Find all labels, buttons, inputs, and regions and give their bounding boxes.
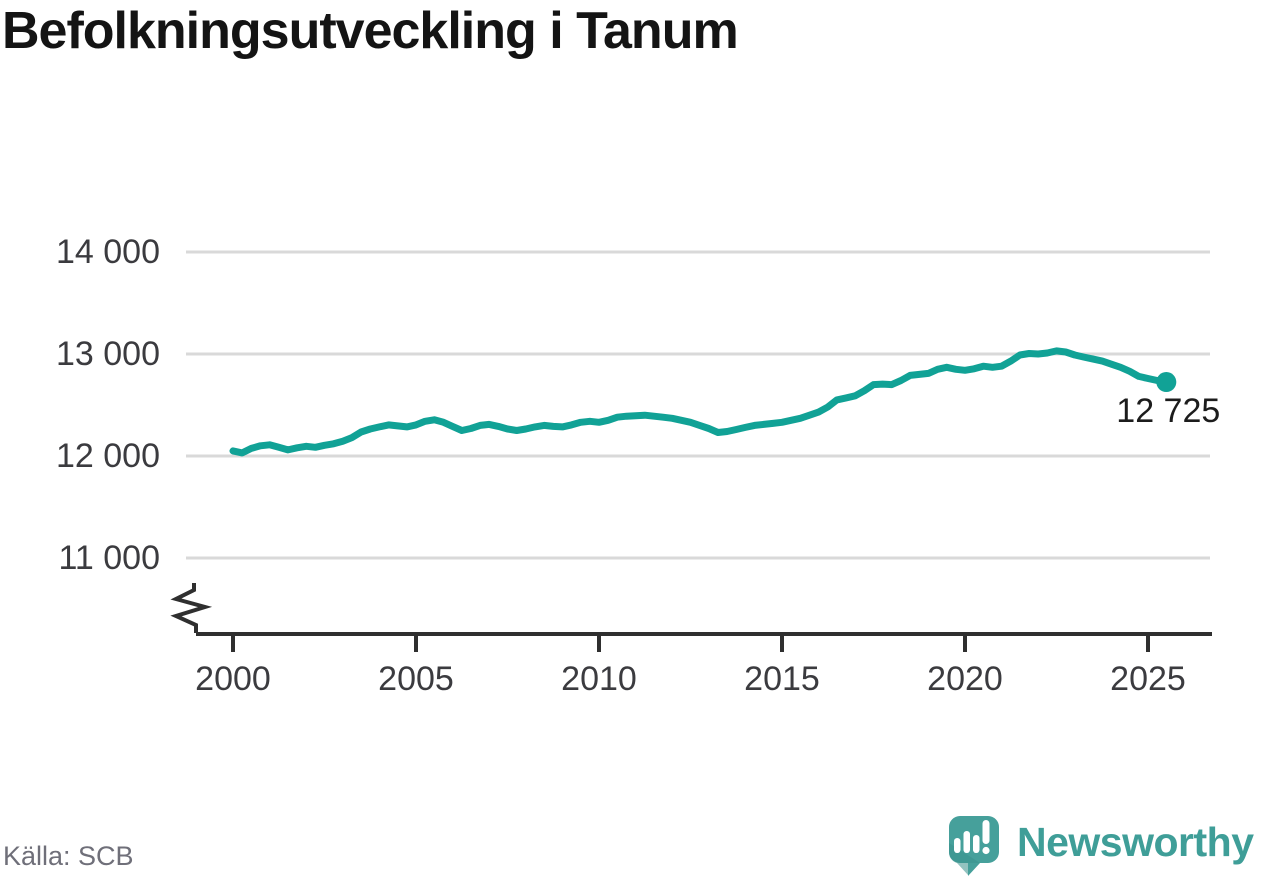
last-value-label: 12 725 xyxy=(1116,392,1220,430)
x-axis-tick-label: 2000 xyxy=(195,660,271,698)
y-axis-tick-label: 12 000 xyxy=(56,437,160,475)
logo-exclamation-bar xyxy=(982,820,990,844)
axis-break-icon xyxy=(170,583,213,633)
x-axis-tick-label: 2005 xyxy=(378,660,454,698)
y-axis-tick-label: 11 000 xyxy=(59,539,160,577)
source-caption: Källa: SCB xyxy=(3,841,134,871)
logo-bar-medium xyxy=(973,835,980,853)
logo-bar-tall xyxy=(963,831,970,853)
y-axis-tick-label: 14 000 xyxy=(56,233,160,271)
newsworthy-wordmark: Newsworthy xyxy=(1017,818,1254,865)
chart-title: Befolkningsutveckling i Tanum xyxy=(2,2,739,60)
logo-exclamation-dot xyxy=(982,846,990,855)
x-axis-tick-label: 2010 xyxy=(561,660,637,698)
x-axis-tick-label: 2025 xyxy=(1110,660,1186,698)
x-axis-tick-label: 2020 xyxy=(927,660,1003,698)
logo-bar-short xyxy=(954,838,961,853)
last-point-marker xyxy=(1156,372,1177,393)
y-axis-tick-label: 13 000 xyxy=(56,335,160,373)
newsworthy-logo: Newsworthy xyxy=(946,812,1254,878)
population-line xyxy=(229,347,1170,457)
x-axis-tick-label: 2015 xyxy=(744,660,820,698)
newsworthy-logo-icon xyxy=(949,816,999,876)
